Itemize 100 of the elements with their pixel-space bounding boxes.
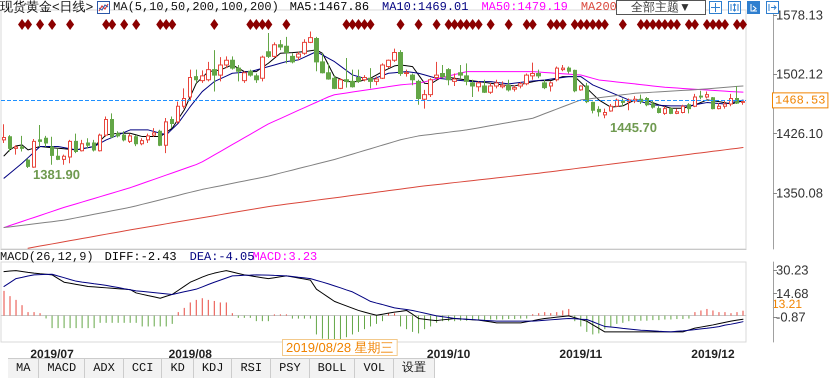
text: MA10:1469.01 xyxy=(382,0,468,14)
candlestick xyxy=(26,158,30,168)
candlestick xyxy=(705,90,709,100)
text: MA5:1467.86 xyxy=(290,0,370,14)
candlestick xyxy=(410,73,415,86)
y-tick-label: 1502.12 xyxy=(776,66,823,82)
candlestick xyxy=(98,133,102,152)
candlestick xyxy=(549,80,553,92)
candlestick xyxy=(50,136,54,166)
x-tick-label: 2019/10 xyxy=(426,347,471,361)
annotation: 1445.70 xyxy=(610,120,657,135)
candlestick xyxy=(122,130,126,142)
y-tick-label: 1578.13 xyxy=(776,7,823,22)
candlestick xyxy=(627,98,631,111)
candlestick xyxy=(80,139,84,152)
candlestick xyxy=(651,100,655,110)
candlestick xyxy=(176,101,180,124)
candlestick xyxy=(735,86,739,104)
candlestick xyxy=(711,96,715,110)
candlestick xyxy=(266,32,271,58)
candlestick xyxy=(458,64,463,79)
candlestick xyxy=(104,116,108,138)
annotation: 2019/08/28 星期三 xyxy=(286,340,394,355)
candlestick xyxy=(374,76,379,86)
y-tick-label: -0.87 xyxy=(776,309,806,324)
candlestick xyxy=(470,79,475,98)
candlestick xyxy=(657,106,661,114)
candlestick xyxy=(20,135,24,152)
candlestick xyxy=(645,96,649,107)
candlestick xyxy=(338,78,343,90)
candlestick xyxy=(681,104,685,114)
candlestick xyxy=(741,100,745,106)
candlestick xyxy=(404,69,409,78)
y-tick-label: 1426.10 xyxy=(776,126,823,142)
candlestick xyxy=(8,134,12,152)
candlestick xyxy=(158,129,162,147)
candlestick xyxy=(362,74,367,82)
line-series xyxy=(28,147,744,249)
candlestick xyxy=(152,128,156,138)
candlestick xyxy=(254,73,259,84)
candlestick xyxy=(729,93,733,107)
candlestick xyxy=(74,133,78,154)
candlestick xyxy=(248,69,253,78)
candlestick xyxy=(609,103,613,112)
candlestick xyxy=(62,154,66,166)
candlestick xyxy=(615,98,619,108)
candlestick xyxy=(603,108,607,119)
candlestick xyxy=(542,79,547,90)
annotation: 1381.90 xyxy=(33,167,80,182)
text: MA200 xyxy=(580,0,617,14)
candlestick xyxy=(464,62,469,86)
candlestick xyxy=(434,61,439,80)
candlestick xyxy=(506,79,511,92)
y-tick-label: 1350.08 xyxy=(776,185,823,200)
candlestick xyxy=(290,52,295,64)
candlestick xyxy=(188,69,192,101)
candlestick xyxy=(567,66,571,74)
x-tick-label: 2019/12 xyxy=(691,347,735,361)
candlestick xyxy=(687,102,691,114)
x-tick-label: 2019/11 xyxy=(559,347,602,361)
candlestick xyxy=(68,139,72,164)
candlestick xyxy=(194,69,198,84)
candlestick xyxy=(14,144,18,156)
candlestick xyxy=(621,98,625,107)
candlestick xyxy=(38,124,42,148)
ref-line-label: 1468.53 xyxy=(775,93,826,108)
candlestick xyxy=(110,112,114,139)
candlestick xyxy=(663,106,667,116)
candlestick xyxy=(555,66,559,82)
chart-subtitle: MA(5,10,50,200,100,200) xyxy=(113,0,279,14)
candlestick xyxy=(140,138,144,146)
candlestick xyxy=(536,69,541,79)
candlestick xyxy=(675,108,679,115)
x-tick-label: 2019/07 xyxy=(30,347,74,361)
candlestick xyxy=(398,50,403,76)
annotation: MACD:3.23 xyxy=(252,250,318,264)
candlestick xyxy=(579,84,583,92)
candlestick xyxy=(585,82,589,104)
candlestick xyxy=(717,102,721,110)
candlestick xyxy=(699,90,703,100)
candlestick xyxy=(182,88,186,110)
candlestick xyxy=(272,42,277,58)
candlestick xyxy=(669,106,673,115)
candlestick xyxy=(476,80,481,92)
candlestick xyxy=(482,79,487,94)
candlestick xyxy=(128,133,132,144)
series-label: DEA:-4.05 xyxy=(190,250,254,264)
candlestick xyxy=(32,138,36,168)
y-tick-label: 30.23 xyxy=(776,262,809,278)
chart-title: 现货黄金<日线> xyxy=(0,0,94,14)
candlestick xyxy=(561,64,565,72)
candlestick xyxy=(512,84,517,92)
candlestick xyxy=(591,101,595,114)
candlestick xyxy=(134,134,138,147)
line-series xyxy=(4,51,744,179)
candlestick xyxy=(170,116,174,129)
candlestick xyxy=(693,93,697,108)
candlestick xyxy=(368,68,373,89)
line-series xyxy=(4,49,744,156)
candlestick xyxy=(116,130,120,138)
